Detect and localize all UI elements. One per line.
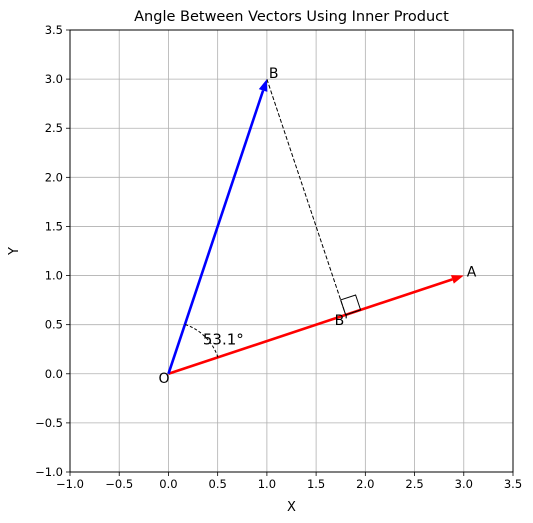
x-tick-label: −0.5: [105, 477, 133, 491]
x-tick-label: 0.5: [209, 477, 227, 491]
x-tick-label: 3.5: [504, 477, 522, 491]
y-tick-label: 3.0: [45, 72, 63, 86]
x-tick-label: 0.0: [159, 477, 177, 491]
y-tick-label: 0.5: [45, 318, 63, 332]
plot-content: [167, 78, 464, 376]
x-tick-label: −1.0: [56, 477, 84, 491]
right-angle-marker: [340, 294, 362, 316]
plot-frame: [69, 29, 514, 473]
x-axis-label: X: [287, 500, 296, 515]
x-tick-label: 3.0: [455, 477, 473, 491]
projection-dashed-line: [266, 78, 347, 316]
y-tick-label: 1.0: [45, 269, 63, 283]
y-axis-label: Y: [7, 247, 22, 256]
vector-a-shaft: [168, 278, 453, 376]
y-tick-label: 0.0: [45, 367, 63, 381]
y-tick-label: 2.5: [45, 121, 63, 135]
vector-b-arrowhead: [258, 79, 268, 92]
vector-a-label: A: [467, 265, 477, 281]
grid-lines: [69, 29, 514, 473]
origin-label: O: [158, 371, 169, 387]
vector-b-label: B: [269, 66, 279, 82]
x-tick-label: 2.0: [356, 477, 374, 491]
y-tick-label: −1.0: [35, 465, 63, 479]
y-tick-label: 1.5: [45, 219, 63, 233]
y-tick-label: 2.0: [45, 170, 63, 184]
vector-b-shaft: [167, 90, 265, 375]
x-tick-label: 2.5: [405, 477, 423, 491]
y-tick-label: 3.5: [45, 23, 63, 37]
point-labels: A B O B' 53.1°: [158, 66, 476, 387]
projection-label: B': [335, 313, 348, 329]
chart-title: Angle Between Vectors Using Inner Produc…: [134, 9, 449, 25]
x-tick-label: 1.5: [307, 477, 325, 491]
axis-ticks: −1.0 −0.5 0.0 0.5 1.0 1.5 2.0 2.5 3.0 3.5 −1.0 −0.5…: [35, 23, 522, 491]
y-tick-label: −0.5: [35, 416, 63, 430]
angle-label: 53.1°: [203, 330, 244, 348]
vector-a-arrowhead: [450, 275, 464, 284]
x-tick-label: 1.0: [258, 477, 276, 491]
